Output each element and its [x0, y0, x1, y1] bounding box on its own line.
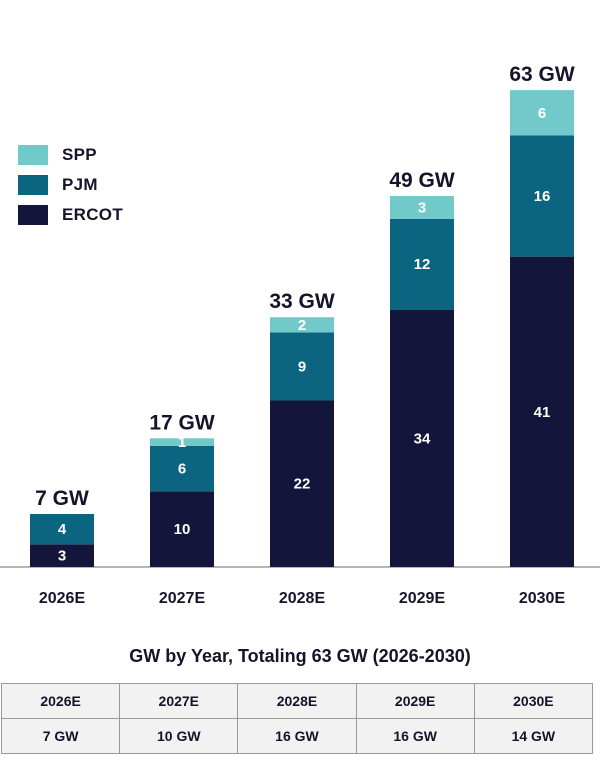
summary-header-cell: 2030E — [473, 683, 594, 719]
segment-value-label: 4 — [58, 521, 67, 538]
summary-value-row: 7 GW 10 GW 16 GW 16 GW 14 GW — [0, 718, 594, 754]
bar-segment-pjm — [270, 332, 334, 401]
x-tick-label: 2028E — [279, 590, 326, 607]
segment-value-label: 6 — [178, 461, 186, 478]
summary-title: GW by Year, Totaling 63 GW (2026-2030) — [129, 646, 471, 666]
summary-header-cell: 2028E — [237, 683, 357, 719]
bar-segment-spp — [270, 317, 334, 333]
bar-segment-pjm — [150, 445, 214, 492]
segment-value-label: 1 — [178, 434, 186, 451]
legend-label-pjm: PJM — [62, 175, 98, 194]
summary-value-cell: 14 GW — [473, 718, 594, 754]
bar-total-label: 7 GW — [35, 487, 89, 510]
summary-header-cell: 2026E — [0, 683, 121, 719]
summary-value-cell: 7 GW — [0, 718, 121, 754]
legend-swatch-ercot — [18, 205, 48, 225]
bar-total-label: 17 GW — [149, 411, 215, 434]
summary-value-cell: 16 GW — [237, 718, 357, 754]
summary-header-cell: 2027E — [119, 683, 239, 719]
segment-value-label: 10 — [174, 521, 191, 538]
x-tick-label: 2027E — [159, 590, 206, 607]
segment-value-label: 12 — [414, 256, 431, 273]
summary-table: 2026E 2027E 2028E 2029E 2030E 7 GW 10 GW… — [0, 683, 594, 754]
legend-item-spp: SPP — [18, 140, 123, 170]
x-tick-label: 2029E — [399, 590, 446, 607]
segment-value-label: 34 — [414, 430, 431, 447]
bar-segment-spp — [510, 90, 574, 136]
summary-header-row: 2026E 2027E 2028E 2029E 2030E — [0, 683, 594, 719]
summary-header-cell: 2029E — [355, 683, 475, 719]
bar-total-label: 33 GW — [269, 290, 335, 313]
legend-item-ercot: ERCOT — [18, 200, 123, 230]
bar-total-label: 63 GW — [509, 63, 575, 86]
summary-value-cell: 10 GW — [119, 718, 239, 754]
legend-item-pjm: PJM — [18, 170, 123, 200]
segment-value-label: 3 — [418, 199, 426, 216]
x-tick-label: 2030E — [519, 590, 566, 607]
segment-value-label: 9 — [298, 358, 306, 375]
legend-swatch-pjm — [18, 175, 48, 195]
legend: SPP PJM ERCOT — [18, 140, 123, 230]
legend-swatch-spp — [18, 145, 48, 165]
bar-segment-pjm — [510, 135, 574, 257]
legend-label-ercot: ERCOT — [62, 205, 123, 224]
bar-segment-spp — [390, 196, 454, 219]
bar-segment-ercot — [270, 400, 334, 567]
bar-segment-pjm — [390, 218, 454, 310]
x-tick-label: 2026E — [39, 590, 86, 607]
bar-segment-pjm — [30, 514, 94, 545]
bar-segment-ercot — [390, 309, 454, 567]
bar-segment-spp — [150, 438, 214, 446]
segment-value-label: 22 — [294, 476, 311, 493]
segment-value-label: 3 — [58, 548, 66, 565]
legend-label-spp: SPP — [62, 145, 97, 164]
summary-value-cell: 16 GW — [355, 718, 475, 754]
segment-value-label: 41 — [534, 404, 551, 421]
bar-segment-ercot — [510, 256, 574, 567]
segment-value-label: 16 — [534, 188, 551, 205]
bar-segment-ercot — [30, 544, 94, 567]
bar-total-label: 49 GW — [389, 169, 455, 192]
segment-value-label: 6 — [538, 105, 546, 122]
segment-value-label: 2 — [298, 317, 306, 334]
bar-segment-ercot — [150, 491, 214, 567]
